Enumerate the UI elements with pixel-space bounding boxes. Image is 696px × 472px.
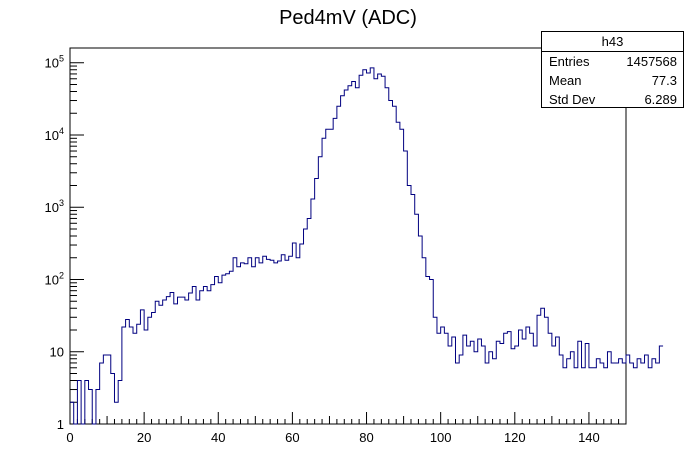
y-tick-label: 104	[45, 126, 64, 143]
x-tick-label: 0	[66, 430, 73, 445]
histogram-series-line	[70, 67, 664, 425]
stats-title: h43	[542, 32, 683, 52]
stats-box: h43 Entries 1457568 Mean 77.3 Std Dev 6.…	[541, 31, 684, 108]
stats-row-mean: Mean 77.3	[542, 71, 683, 90]
y-tick-label: 105	[45, 54, 64, 71]
x-tick-label: 40	[211, 430, 225, 445]
x-tick-label: 100	[430, 430, 452, 445]
x-tick-label: 60	[285, 430, 299, 445]
stats-label: Entries	[549, 54, 590, 69]
stats-value: 6.289	[644, 92, 677, 107]
stats-value: 1457568	[626, 54, 677, 69]
stats-row-entries: Entries 1457568	[542, 52, 683, 71]
y-tick-label: 10	[50, 345, 64, 360]
x-tick-label: 20	[137, 430, 151, 445]
y-tick-label: 103	[45, 198, 64, 215]
stats-value: 77.3	[651, 73, 677, 88]
stats-label: Mean	[549, 73, 582, 88]
y-tick-label: 102	[45, 270, 64, 287]
y-axis: 1 10 102 103 104 105	[45, 54, 84, 432]
x-tick-label: 140	[578, 430, 600, 445]
x-tick-label: 120	[504, 430, 526, 445]
chart-title: Ped4mV (ADC)	[279, 7, 417, 29]
y-tick-label: 1	[57, 417, 64, 432]
stats-row-stddev: Std Dev 6.289	[542, 90, 683, 109]
x-axis: 0 20 40 60 80 100 120 140	[66, 412, 627, 445]
stats-label: Std Dev	[549, 92, 596, 107]
x-tick-label: 80	[359, 430, 373, 445]
